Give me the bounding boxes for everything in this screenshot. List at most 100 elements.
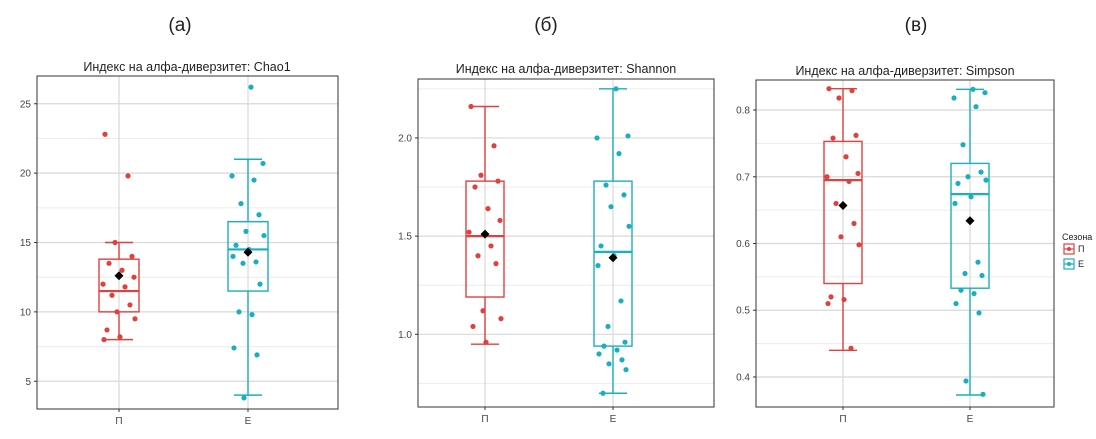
y-tick-label: 0.5 <box>736 306 750 317</box>
data-point <box>971 290 977 297</box>
data-point <box>968 194 974 200</box>
data-point <box>853 132 859 138</box>
data-point <box>855 170 861 177</box>
y-tick-label: 20 <box>20 169 32 180</box>
x-tick-label: П <box>839 414 846 425</box>
data-point <box>231 345 237 351</box>
data-point <box>104 327 110 333</box>
data-point <box>621 192 627 198</box>
panel-label-b: (б) <box>534 15 558 36</box>
data-point <box>466 229 472 235</box>
y-tick-label: 1.0 <box>398 330 412 341</box>
data-point <box>117 334 123 340</box>
data-point <box>475 253 481 259</box>
chart-title: Индекс на алфа-диверзитет: Simpson <box>795 64 1014 78</box>
data-point <box>240 260 246 266</box>
data-point <box>982 90 988 96</box>
data-point <box>233 242 239 248</box>
data-point <box>613 86 619 92</box>
data-point <box>236 309 242 315</box>
data-point <box>470 323 476 330</box>
data-point <box>488 243 494 249</box>
data-point <box>493 261 499 267</box>
data-point <box>608 204 614 210</box>
box-p <box>465 103 505 345</box>
data-point <box>622 339 628 345</box>
data-point <box>129 253 135 259</box>
data-point <box>131 274 137 280</box>
plot-frame <box>417 78 715 408</box>
data-point <box>112 239 118 246</box>
box-iqr <box>227 220 269 292</box>
y-tick-label: 1.5 <box>398 232 412 243</box>
data-point <box>483 339 489 345</box>
data-point <box>828 294 834 300</box>
chart-title: Индекс на алфа-диверзитет: Chao1 <box>83 60 290 74</box>
data-point <box>132 316 138 322</box>
data-point <box>480 308 486 314</box>
data-point <box>598 243 604 249</box>
data-point <box>960 142 966 148</box>
data-point <box>952 200 958 207</box>
data-point <box>600 390 606 396</box>
box-e <box>227 84 269 401</box>
data-point <box>846 178 852 185</box>
data-point <box>603 182 609 188</box>
data-point <box>958 287 964 293</box>
y-tick-label: 2.0 <box>398 133 412 144</box>
x-tick-label: П <box>481 414 488 425</box>
data-point <box>125 173 131 179</box>
data-point <box>497 217 503 224</box>
data-point <box>851 220 857 227</box>
data-point <box>623 367 629 373</box>
chart-title: Индекс на алфа-диверзитет: Shannon <box>456 62 677 76</box>
data-point <box>127 302 133 308</box>
box-p <box>98 131 140 343</box>
panel-label-c: (в) <box>905 15 928 36</box>
mean-marker <box>965 216 975 226</box>
data-point <box>491 143 497 149</box>
data-point <box>973 104 979 110</box>
y-tick-label: 5 <box>25 377 31 388</box>
chart-shannon: Индекс на алфа-диверзитет: Shannon 1.0 1.5… <box>398 62 715 425</box>
data-point <box>119 267 125 273</box>
data-point <box>824 174 830 180</box>
data-point <box>976 310 982 316</box>
data-point <box>596 351 602 357</box>
mean-marker <box>838 200 848 210</box>
data-point <box>975 259 981 265</box>
data-point <box>614 347 620 353</box>
x-tick-label: Е <box>610 414 617 425</box>
data-point <box>838 234 844 240</box>
data-point <box>826 86 832 92</box>
data-point <box>238 201 244 207</box>
box-iqr <box>823 140 863 285</box>
data-point <box>965 174 971 180</box>
data-point <box>595 262 601 269</box>
y-tick-label: 0.7 <box>736 172 750 183</box>
data-point <box>253 259 259 265</box>
data-point <box>101 337 107 343</box>
data-point <box>243 228 249 234</box>
mean-marker <box>114 271 124 281</box>
data-point <box>825 300 831 307</box>
x-tick-label: Е <box>967 414 974 425</box>
data-point <box>978 169 984 175</box>
data-point <box>601 343 607 349</box>
box-e <box>950 86 990 397</box>
data-point <box>619 357 625 363</box>
data-point <box>605 323 611 330</box>
data-point <box>114 309 120 315</box>
y-tick-label: 0.8 <box>736 106 750 117</box>
data-point <box>970 86 976 92</box>
y-tick-label: 0.4 <box>736 372 750 383</box>
data-point <box>980 391 986 397</box>
data-point <box>616 151 622 157</box>
data-point <box>257 281 263 287</box>
chart-simpson: Индекс на алфа-диверзитет: Simpson 0.4 0.5… <box>736 64 1055 425</box>
legend: Сезона П Е <box>1062 232 1092 270</box>
data-point <box>256 212 262 218</box>
legend-item-p: П <box>1063 243 1084 255</box>
box-iqr <box>593 180 633 347</box>
